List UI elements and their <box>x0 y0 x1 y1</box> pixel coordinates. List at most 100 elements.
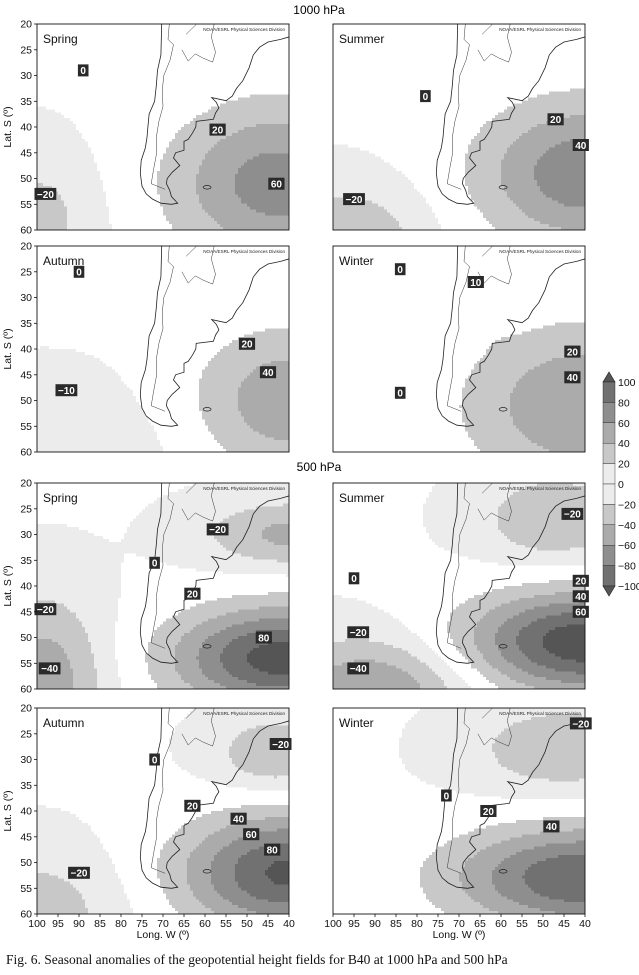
colorbar-band <box>602 524 616 546</box>
inland-border <box>181 24 216 63</box>
contour-label: 40 <box>259 366 277 379</box>
contour-label: 40 <box>230 812 247 826</box>
colorbar-label: 40 <box>618 438 630 450</box>
contour-label: 20 <box>209 123 226 136</box>
season-label: Summer <box>339 491 384 505</box>
x-tick-label: 45 <box>262 918 274 930</box>
colorbar-band <box>602 483 616 505</box>
x-tick-label: 80 <box>411 918 423 930</box>
falkland-islands <box>202 869 212 874</box>
colorbar-label: −80 <box>618 561 636 573</box>
y-tick-label: 50 <box>20 395 32 407</box>
falkland-islands <box>202 185 212 190</box>
source-note: NOAA/ESRL Physical Sciences Division <box>203 486 285 491</box>
y-tick-label: 40 <box>20 122 32 134</box>
colorbar-label: 80 <box>618 397 630 409</box>
contour-label: −20 <box>206 523 229 536</box>
x-tick-label: 90 <box>73 918 85 930</box>
y-tick-label: 55 <box>20 658 32 670</box>
x-tick-label: 85 <box>390 918 402 930</box>
country-border <box>150 246 174 412</box>
contour-label: 0 <box>348 572 360 585</box>
x-tick-label: 50 <box>537 918 549 930</box>
y-tick-label: 60 <box>20 909 32 921</box>
inland-border <box>181 708 216 747</box>
season-label: Autumn <box>43 716 84 730</box>
contour-label: 60 <box>268 177 285 191</box>
country-border <box>446 483 470 649</box>
coastline <box>139 708 289 889</box>
panel-500-spring: Spring NOAA/ESRL Physical Sciences Divisi… <box>2 478 290 696</box>
y-tick-label: 45 <box>20 606 32 618</box>
season-label: Summer <box>339 32 384 46</box>
colorbar: 100 80 60 40 20 0 −20 −40 −60 −80 −100 <box>602 371 639 597</box>
y-tick-label: 25 <box>20 728 32 740</box>
y-tick-label: 45 <box>20 147 32 159</box>
y-axis-label: Lat. S (º) <box>2 790 14 831</box>
y-tick-label: 30 <box>20 529 32 541</box>
section-label-1000: 1000 hPa <box>293 3 345 17</box>
coastline <box>435 246 585 427</box>
contour-label: −20 <box>343 193 365 206</box>
y-tick-label: 45 <box>20 831 32 843</box>
colorbar-label: 60 <box>618 418 630 430</box>
country-border <box>446 24 470 190</box>
inland-border <box>477 246 512 285</box>
x-tick-label: 65 <box>474 918 486 930</box>
y-tick-label: 55 <box>20 421 32 433</box>
x-tick-label: 40 <box>283 918 295 930</box>
contour-label: −40 <box>347 662 370 675</box>
contour-label: 20 <box>238 337 256 351</box>
colorbar-label: −60 <box>618 540 636 552</box>
x-tick-label: 60 <box>199 918 211 930</box>
y-tick-label: 25 <box>20 266 32 278</box>
x-tick-label: 75 <box>136 918 148 930</box>
inland-border <box>477 708 512 747</box>
falkland-islands <box>202 407 212 412</box>
anomaly-field <box>37 24 289 230</box>
plot-frame <box>332 245 586 453</box>
y-tick-label: 25 <box>20 44 32 56</box>
source-note: NOAA/ESRL Physical Sciences Division <box>499 486 581 491</box>
contour-label: −20 <box>347 626 370 639</box>
y-tick-label: 20 <box>20 241 32 253</box>
contour-label: −20 <box>34 187 57 201</box>
contour-label: 0 <box>420 90 431 103</box>
source-note: NOAA/ESRL Physical Sciences Division <box>203 249 285 254</box>
season-label: Spring <box>43 491 78 505</box>
colorbar-label: 20 <box>618 459 630 471</box>
contour-label: 0 <box>73 265 85 279</box>
contour-label: 0 <box>394 263 406 276</box>
colorbar-band <box>602 402 616 423</box>
contour-label: 0 <box>77 64 89 77</box>
y-tick-label: 35 <box>20 555 32 567</box>
contour-label: 0 <box>149 753 160 766</box>
y-tick-label: 20 <box>20 478 32 490</box>
panel-500-winter: Winter NOAA/ESRL Physical Sciences Divisi… <box>324 707 592 941</box>
x-tick-label: 40 <box>579 918 591 930</box>
y-tick-label: 35 <box>20 96 32 108</box>
y-axis-label: Lat. S (º) <box>2 328 14 369</box>
contour-label: 40 <box>572 139 589 152</box>
falkland-islands <box>498 869 508 874</box>
contour-label: 20 <box>480 805 497 818</box>
falkland-islands <box>202 644 212 649</box>
y-tick-label: 60 <box>20 684 32 696</box>
y-tick-label: 30 <box>20 754 32 766</box>
colorbar-band <box>602 565 616 587</box>
y-tick-label: 50 <box>20 173 32 185</box>
season-label: Autumn <box>43 254 84 268</box>
colorbar-band <box>602 463 616 485</box>
x-tick-label: 65 <box>178 918 190 930</box>
coastline <box>139 246 289 427</box>
colorbar-band <box>602 381 616 403</box>
colorbar-band <box>602 544 616 566</box>
anomaly-field <box>333 483 585 689</box>
panel-1000-autumn: Autumn NOAA/ESRL Physical Sciences Divisi… <box>2 241 290 459</box>
contour-label: 40 <box>543 820 560 833</box>
figure-caption: Fig. 6. Seasonal anomalies of the geopot… <box>6 952 636 968</box>
y-tick-label: 20 <box>20 703 32 715</box>
season-label: Spring <box>43 32 78 46</box>
x-tick-label: 85 <box>94 918 106 930</box>
panel-500-summer: Summer NOAA/ESRL Physical Sciences Divisi… <box>332 482 589 690</box>
